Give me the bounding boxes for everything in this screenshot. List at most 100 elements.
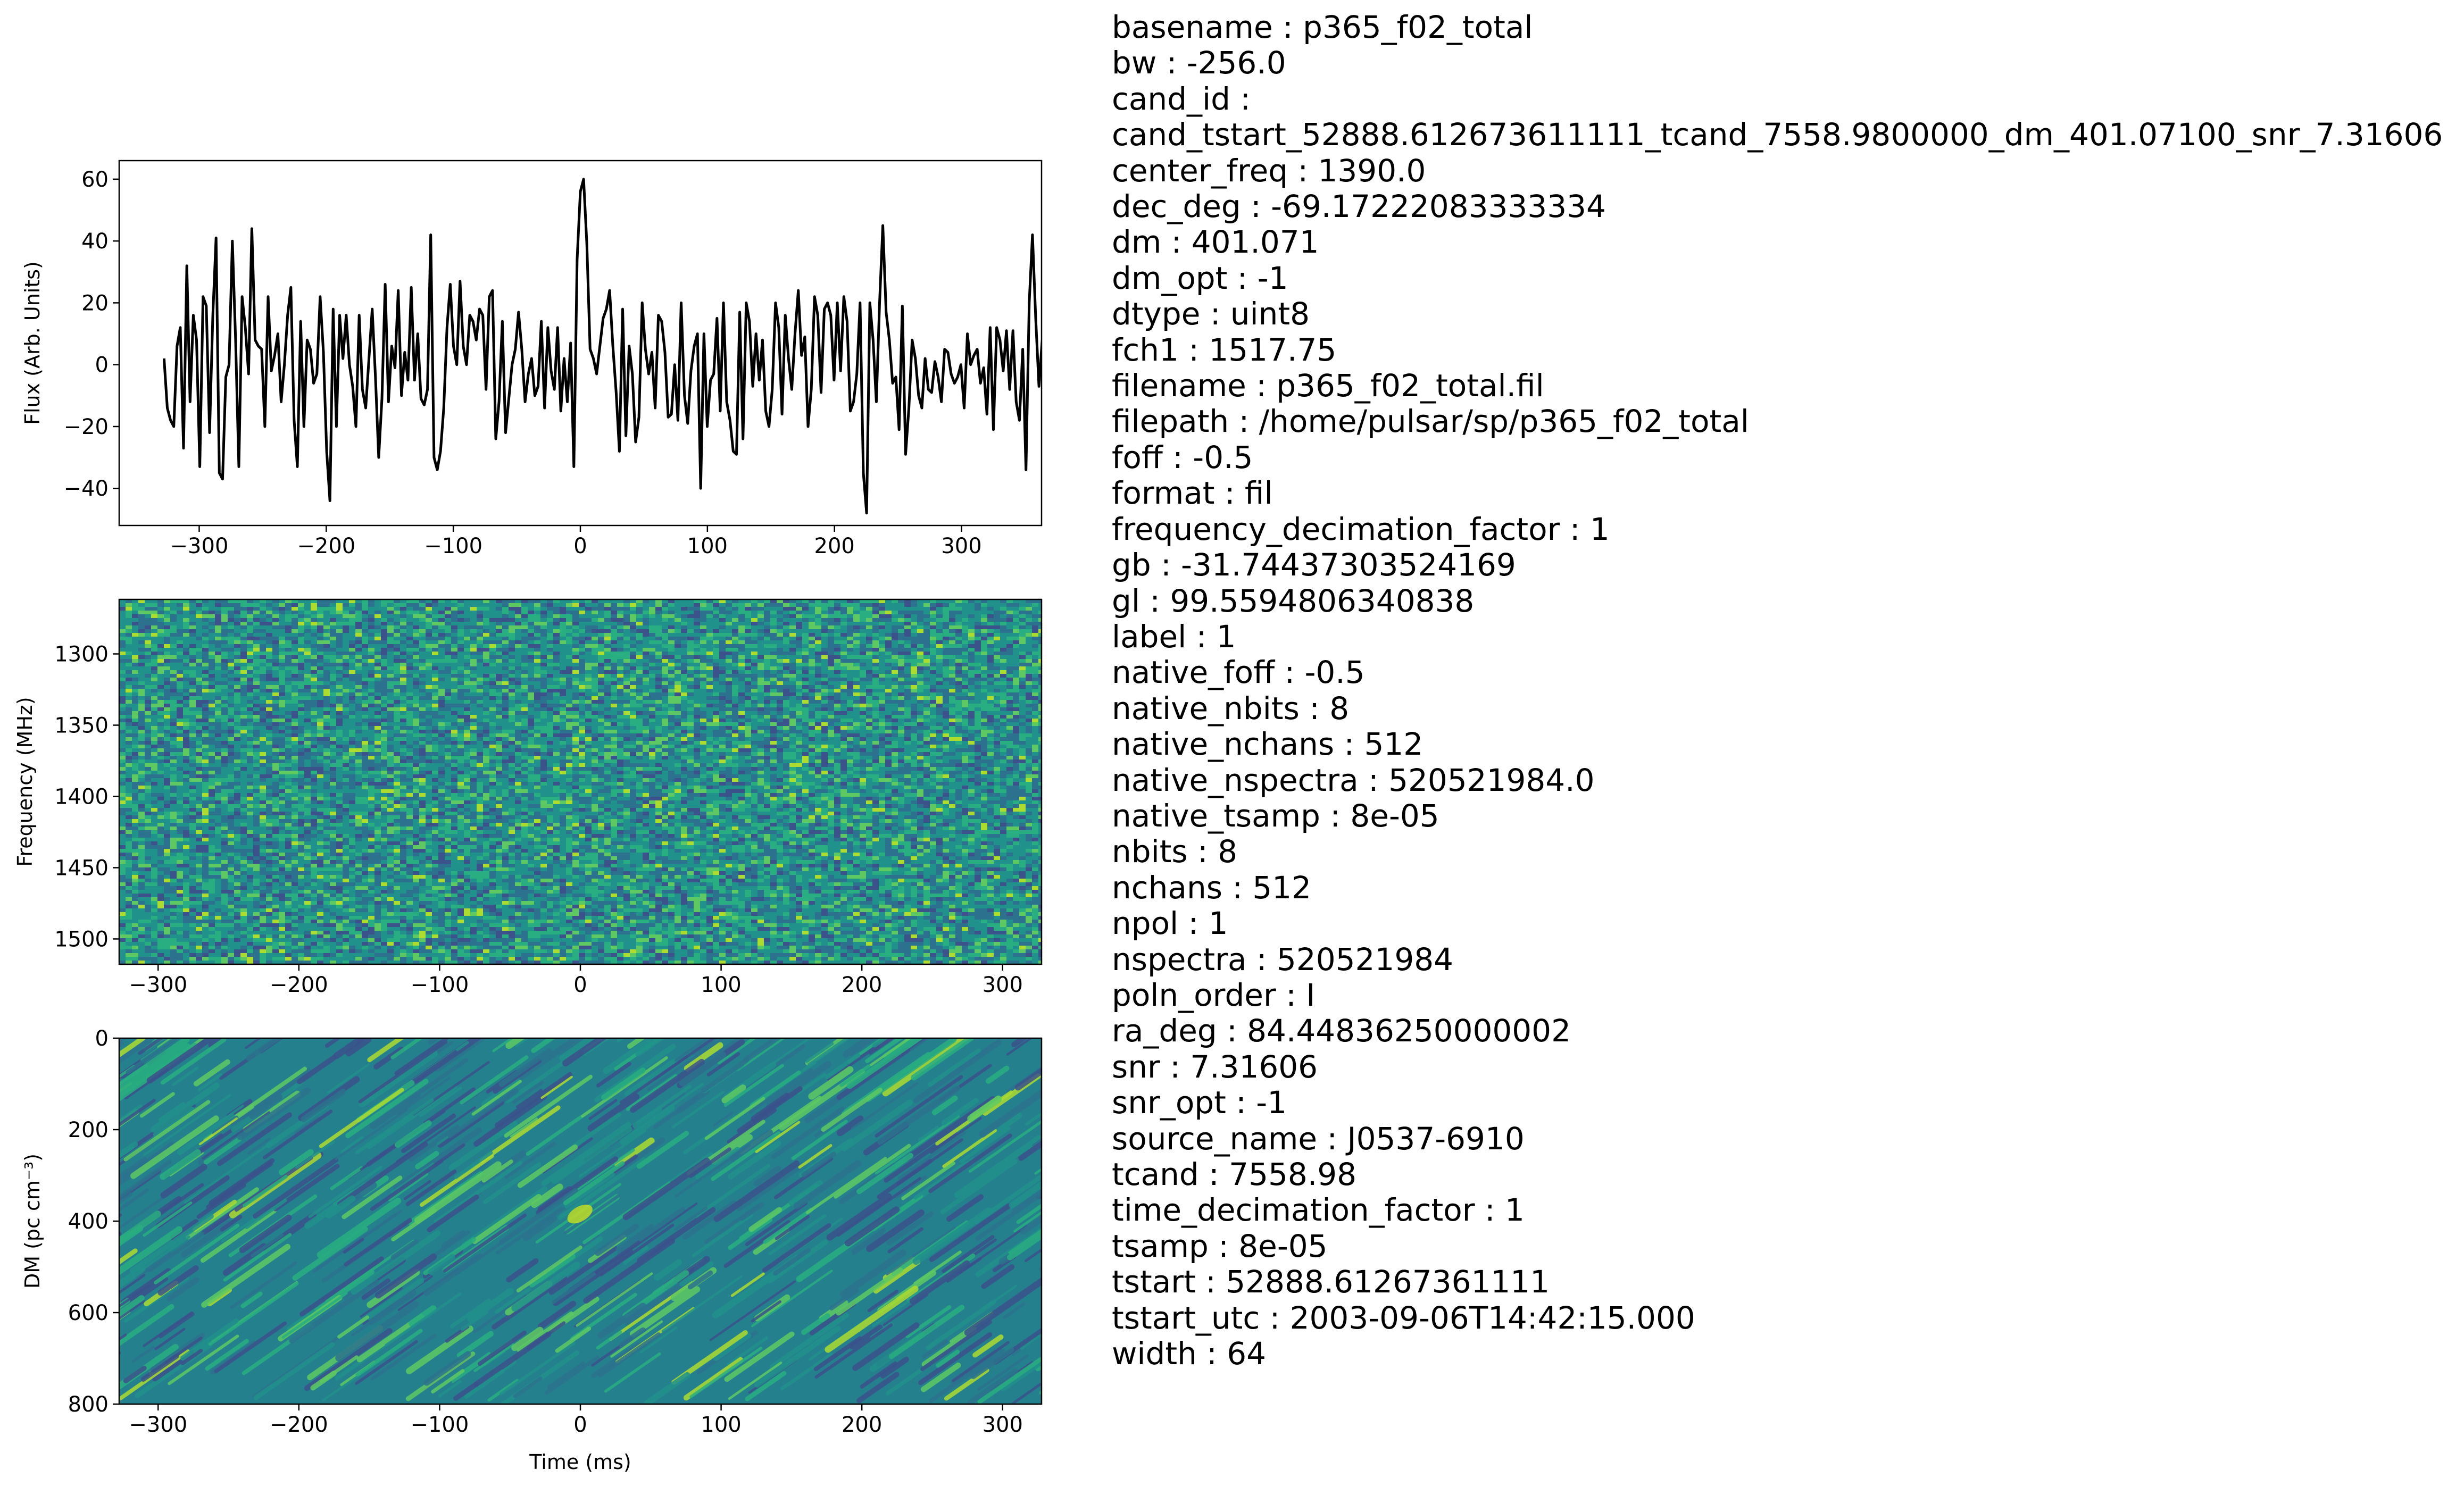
- spectrum-cell: [209, 603, 215, 607]
- spectrum-cell: [349, 599, 355, 603]
- spectrum-cell: [489, 603, 496, 607]
- spectrum-cell: [962, 625, 968, 629]
- spectrum-cell: [949, 692, 955, 696]
- spectrum-cell: [604, 715, 611, 719]
- spectrum-cell: [547, 622, 553, 625]
- spectrum-cell: [757, 640, 764, 644]
- spectrum-cell: [757, 607, 764, 611]
- spectrum-cell: [1019, 685, 1026, 689]
- spectrum-cell: [394, 637, 400, 640]
- spectrum-cell: [432, 618, 438, 622]
- spectrum-cell: [745, 625, 751, 629]
- spectrum-cell: [177, 644, 183, 648]
- spectrum-cell: [151, 726, 157, 730]
- spectrum-cell: [1038, 715, 1042, 719]
- spectrum-cell: [681, 640, 687, 644]
- spectrum-cell: [853, 681, 860, 685]
- spectrum-cell: [234, 633, 240, 637]
- spectrum-cell: [477, 674, 483, 678]
- spectrum-cell: [566, 678, 572, 681]
- spectrum-cell: [336, 625, 343, 629]
- spectrum-cell: [177, 652, 183, 655]
- spectrum-cell: [189, 640, 196, 644]
- spectrum-cell: [726, 692, 732, 696]
- spectrum-cell: [777, 637, 783, 640]
- spectrum-cell: [317, 663, 323, 666]
- spectrum-cell: [923, 674, 930, 678]
- spectrum-cell: [387, 692, 394, 696]
- spectrum-cell: [968, 722, 975, 726]
- spectrum-cell: [477, 700, 483, 704]
- spectrum-cell: [336, 637, 343, 640]
- spectrum-cell: [853, 614, 860, 618]
- spectrum-cell: [726, 711, 732, 715]
- spectrum-cell: [426, 652, 432, 655]
- spectrum-cell: [866, 655, 872, 659]
- spectrum-cell: [534, 670, 540, 674]
- spectrum-cell: [860, 722, 866, 726]
- spectrum-cell: [362, 640, 368, 644]
- spectrum-cell: [240, 715, 247, 719]
- spectrum-cell: [904, 685, 911, 689]
- spectrum-cell: [381, 666, 387, 670]
- spectrum-cell: [292, 719, 298, 722]
- spectrum-cell: [604, 692, 611, 696]
- spectrum-cell: [821, 629, 828, 633]
- spectrum-cell: [777, 603, 783, 607]
- spectrum-cell: [1038, 655, 1042, 659]
- spectrum-cell: [228, 726, 234, 730]
- spectrum-cell: [732, 652, 738, 655]
- spectrum-cell: [649, 637, 655, 640]
- spectrum-cell: [349, 622, 355, 625]
- spectrum-cell: [164, 614, 170, 618]
- spectrum-cell: [323, 722, 330, 726]
- spectrum-cell: [457, 700, 464, 704]
- spectrum-cell: [777, 599, 783, 603]
- spectrum-cell: [470, 648, 477, 652]
- spectrum-cell: [502, 622, 509, 625]
- spectrum-cell: [164, 696, 170, 700]
- spectrum-cell: [515, 681, 521, 685]
- spectrum-cell: [330, 603, 336, 607]
- spectrum-cell: [413, 633, 419, 637]
- spectrum-cell: [202, 655, 209, 659]
- spectrum-cell: [809, 681, 815, 685]
- spectrum-cell: [400, 692, 406, 696]
- spectrum-cell: [445, 711, 451, 715]
- spectrum-cell: [457, 707, 464, 711]
- spectrum-cell: [126, 663, 132, 666]
- spectrum-cell: [783, 637, 789, 640]
- spectrum-cell: [451, 685, 457, 689]
- spectrum-cell: [572, 637, 579, 640]
- spectrum-cell: [853, 603, 860, 607]
- spectrum-cell: [943, 678, 949, 681]
- spectrum-cell: [847, 663, 853, 666]
- spectrum-cell: [604, 625, 611, 629]
- spectrum-cell: [630, 655, 636, 659]
- spectrum-cell: [438, 611, 445, 614]
- spectrum-cell: [751, 722, 757, 726]
- spectrum-cell: [368, 659, 374, 663]
- spectrum-cell: [260, 681, 266, 685]
- spectrum-cell: [700, 614, 706, 618]
- spectrum-cell: [853, 663, 860, 666]
- spectrum-cell: [304, 640, 311, 644]
- spectrum-cell: [904, 622, 911, 625]
- spectrum-cell: [509, 674, 515, 678]
- spectrum-cell: [540, 678, 547, 681]
- spectrum-cell: [904, 663, 911, 666]
- spectrum-cell: [604, 607, 611, 611]
- spectrum-cell: [1026, 704, 1032, 707]
- spectrum-cell: [892, 659, 898, 663]
- spectrum-cell: [221, 715, 228, 719]
- spectrum-cell: [374, 599, 381, 603]
- spectrum-cell: [892, 603, 898, 607]
- spectrum-cell: [579, 692, 585, 696]
- spectrum-cell: [713, 666, 719, 670]
- spectrum-cell: [228, 719, 234, 722]
- spectrum-cell: [183, 607, 189, 611]
- spectrum-cell: [815, 611, 821, 614]
- spectrum-cell: [209, 719, 215, 722]
- spectrum-cell: [860, 685, 866, 689]
- spectrum-cell: [215, 681, 221, 685]
